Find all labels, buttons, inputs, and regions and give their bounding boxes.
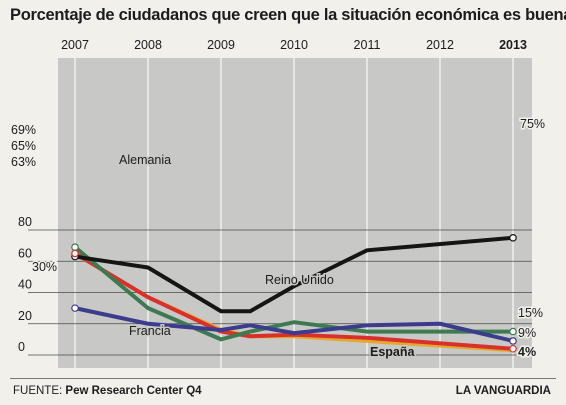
x-axis-tick-labels: 2007 2008 2009 2010 2011 2012 2013 bbox=[61, 38, 527, 52]
x-tick-label: 2012 bbox=[426, 38, 454, 52]
x-tick-label: 2010 bbox=[280, 38, 308, 52]
series-label-uk: Reino Unido bbox=[265, 273, 334, 287]
source-name: Pew Research Center Q4 bbox=[65, 385, 202, 397]
series-lines bbox=[73, 235, 515, 353]
y-tick-label: 40 bbox=[18, 278, 32, 292]
x-tick-label: 2011 bbox=[354, 38, 381, 52]
series-line bbox=[73, 306, 515, 343]
x-tick-label: 2009 bbox=[207, 38, 235, 52]
series-label-spain: España bbox=[370, 345, 416, 359]
y-tick-label: 20 bbox=[18, 309, 32, 323]
data-point-marker bbox=[509, 234, 517, 242]
source-note: FUENTE: Pew Research Center Q4 bbox=[13, 385, 202, 397]
x-tick-label: 2007 bbox=[61, 38, 89, 52]
data-point-marker bbox=[71, 304, 79, 312]
y-axis-tick-labels: 0 20 40 60 80 bbox=[18, 215, 32, 354]
start-label-germany: 63% bbox=[11, 155, 36, 169]
start-label-france: 30% bbox=[32, 260, 57, 274]
data-labels: 69% 65% 63% 30% 75% 15% 9% 4% Alemania R… bbox=[10, 116, 547, 361]
series-markers bbox=[71, 234, 517, 353]
x-tick-label: 2008 bbox=[134, 38, 162, 52]
end-label-spain: 4% bbox=[518, 345, 536, 359]
series-line bbox=[73, 245, 515, 342]
data-point-marker bbox=[71, 243, 79, 251]
plot-background bbox=[58, 58, 532, 368]
source-prefix: FUENTE: bbox=[13, 385, 63, 397]
end-label-germany: 75% bbox=[520, 117, 545, 131]
footer-divider bbox=[10, 378, 556, 379]
series-label-france: Francia bbox=[129, 324, 171, 338]
x-tick-label: 2013 bbox=[499, 38, 527, 52]
data-point-marker bbox=[71, 249, 79, 258]
y-tick-label: 0 bbox=[18, 340, 25, 354]
end-label-france: 9% bbox=[518, 326, 536, 340]
series-line bbox=[73, 235, 515, 314]
chart-title: Porcentaje de ciudadanos que creen que l… bbox=[10, 6, 566, 24]
vertical-gridlines bbox=[74, 58, 514, 368]
start-label-uk: 69% bbox=[11, 123, 36, 137]
y-tick-label: 80 bbox=[18, 215, 32, 229]
y-tick-label: 60 bbox=[18, 246, 32, 260]
series-label-germany: Alemania bbox=[119, 153, 171, 167]
end-label-uk: 15% bbox=[518, 306, 543, 320]
data-point-marker bbox=[509, 337, 517, 345]
publisher-brand: LA VANGUARDIA bbox=[455, 385, 551, 397]
series-line bbox=[73, 251, 515, 351]
data-point-marker bbox=[509, 344, 517, 353]
data-point-marker bbox=[509, 327, 517, 336]
start-label-spain: 65% bbox=[11, 139, 36, 153]
